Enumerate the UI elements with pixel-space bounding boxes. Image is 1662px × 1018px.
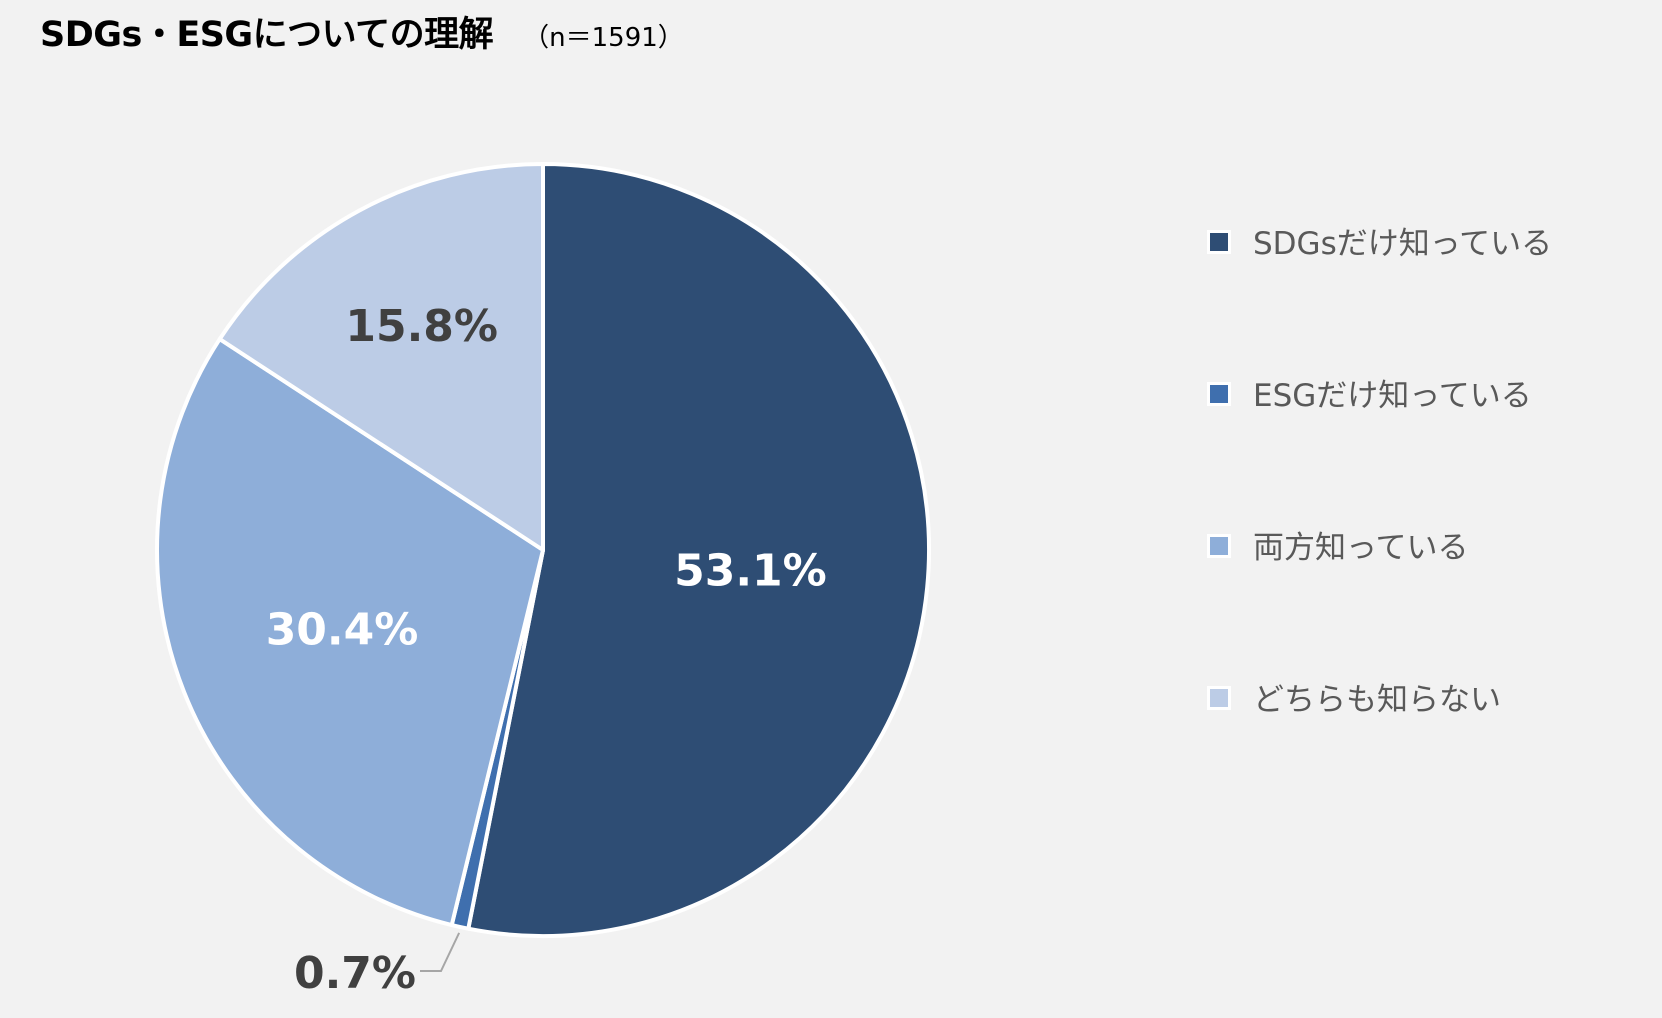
legend-label: 両方知っている [1253, 530, 1469, 566]
data-label-esg-only: 0.7% [294, 948, 416, 999]
legend-swatch [1207, 382, 1231, 406]
chart-subtitle: （n＝1591） [523, 23, 684, 53]
legend-swatch [1207, 686, 1231, 710]
chart-header: SDGs・ESGについての理解 （n＝1591） [40, 6, 684, 57]
data-label-sdgs-only: 53.1% [674, 545, 827, 596]
legend-item-both: 両方知っている [1207, 522, 1552, 674]
leader-lines [420, 932, 461, 972]
legend-item-neither: どちらも知らない [1207, 674, 1552, 826]
legend-label: どちらも知らない [1253, 682, 1501, 718]
data-label-both: 30.4% [266, 605, 419, 656]
pie-slice-both [155, 337, 545, 928]
legend: SDGsだけ知っている ESGだけ知っている 両方知っている どちらも知らない [1207, 218, 1552, 826]
chart-title: SDGs・ESGについての理解 [40, 15, 494, 55]
legend-swatch [1207, 230, 1231, 254]
pie-slices [155, 162, 931, 938]
leader-line-esg-only [420, 932, 461, 972]
legend-item-esg-only: ESGだけ知っている [1207, 370, 1552, 522]
pie-slice-sdgs-only [466, 162, 931, 938]
legend-label: ESGだけ知っている [1253, 378, 1532, 414]
pie-slice-neither [217, 162, 545, 552]
legend-label: SDGsだけ知っている [1253, 226, 1553, 262]
data-labels: 53.1% 0.7% 30.4% 15.8% [266, 301, 827, 999]
legend-swatch [1207, 534, 1231, 558]
data-label-neither: 15.8% [345, 301, 498, 352]
legend-item-sdgs-only: SDGsだけ知っている [1207, 218, 1552, 370]
